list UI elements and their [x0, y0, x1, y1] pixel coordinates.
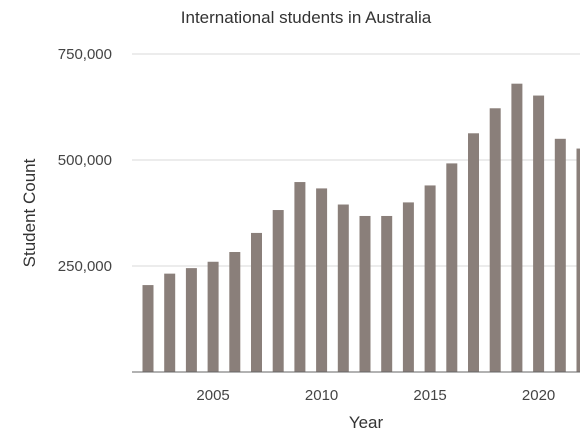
x-axis-label: Year [348, 413, 384, 432]
bar-2016 [446, 163, 458, 372]
x-tick-label: 2020 [522, 387, 555, 404]
bar-2010 [316, 188, 328, 372]
bar-2014 [402, 202, 414, 372]
x-tick-label: 2015 [413, 387, 446, 404]
bar-2022 [576, 148, 580, 372]
bar-2005 [207, 261, 219, 372]
bar-2004 [185, 268, 197, 372]
y-tick-label: 500,000 [58, 152, 112, 169]
bar-2003 [164, 273, 176, 372]
bar-2002 [142, 285, 154, 372]
x-tick-label: 2005 [196, 387, 229, 404]
bar-2020 [533, 95, 545, 372]
bar-2018 [489, 108, 501, 372]
bar-2006 [229, 252, 241, 372]
bar-2011 [337, 204, 349, 372]
bar-2012 [359, 215, 371, 372]
x-tick-label: 2010 [305, 387, 338, 404]
bar-2019 [511, 83, 523, 373]
chart-title: International students in Australia [180, 8, 432, 27]
bar-2008 [272, 210, 284, 372]
bar-2015 [424, 185, 436, 372]
bar-2021 [554, 138, 566, 372]
bar-2013 [381, 215, 393, 372]
bar-2017 [468, 133, 479, 372]
y-tick-label: 250,000 [58, 258, 112, 275]
y-tick-label: 750,000 [58, 46, 112, 63]
bar-2007 [251, 232, 262, 372]
bar-2009 [294, 182, 306, 372]
